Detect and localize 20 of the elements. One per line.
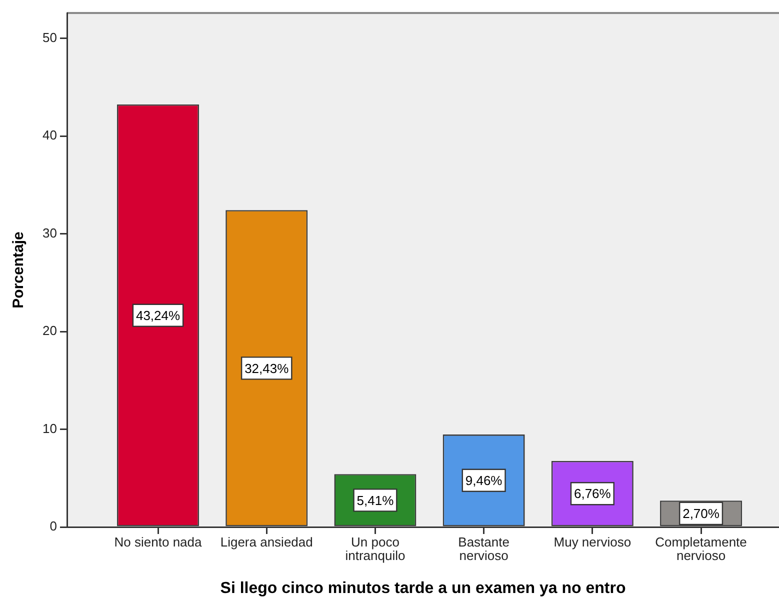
y-tick-label: 0 [50, 518, 57, 534]
data-label: 2,70% [682, 506, 720, 522]
y-tick-label: 20 [42, 323, 57, 338]
y-tick-label: 50 [42, 30, 57, 45]
x-tick-label: Muy nervioso [554, 534, 632, 550]
x-tick-label: Bastante nervioso [458, 534, 510, 564]
data-label: 43,24% [136, 308, 180, 323]
data-label: 6,76% [574, 486, 612, 502]
y-tick-label: 10 [42, 420, 57, 436]
y-tick-label: 30 [42, 225, 57, 240]
data-label: 32,43% [244, 360, 290, 376]
x-tick-label: Ligera ansiedad [220, 534, 313, 550]
x-tick-label: No siento nada [114, 534, 203, 550]
y-axis-title: Porcentaje [10, 232, 28, 308]
x-tick-label: Completamente nervioso [655, 534, 747, 564]
x-axis-title: Si llego cinco minutos tarde a un examen ya no entro [220, 580, 626, 597]
data-label: 9,46% [465, 472, 503, 488]
y-tick-label: 40 [42, 128, 57, 143]
x-tick-label: Un poco intranquilo [345, 534, 406, 564]
data-label: 5,41% [356, 492, 394, 508]
